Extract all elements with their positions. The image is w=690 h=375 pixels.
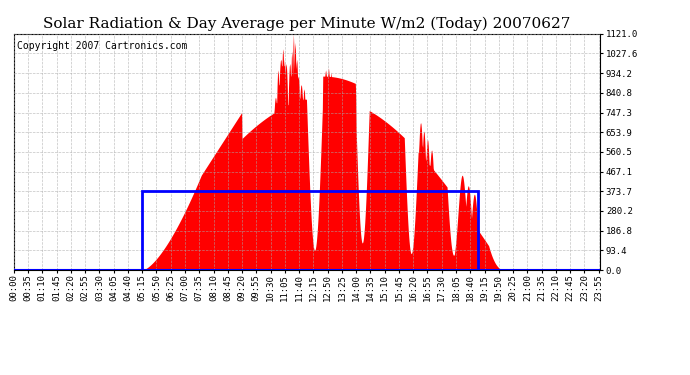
Bar bbox=[142, 191, 478, 270]
Text: Copyright 2007 Cartronics.com: Copyright 2007 Cartronics.com bbox=[17, 41, 187, 51]
Title: Solar Radiation & Day Average per Minute W/m2 (Today) 20070627: Solar Radiation & Day Average per Minute… bbox=[43, 17, 571, 31]
